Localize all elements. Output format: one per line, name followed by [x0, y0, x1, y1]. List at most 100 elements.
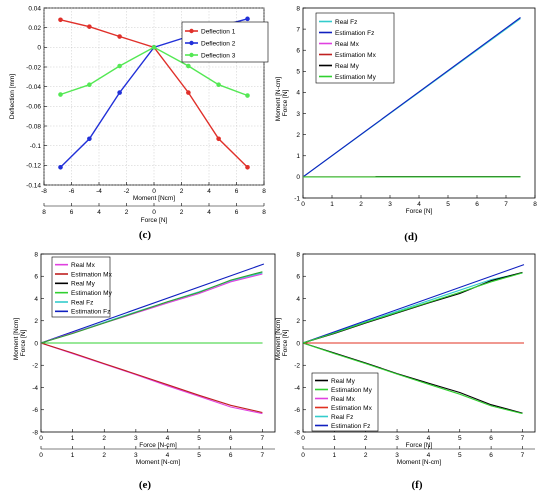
- x-tick-label: -8: [41, 188, 47, 195]
- panel-caption: (d): [404, 231, 418, 243]
- legend-label: Real Mx: [335, 41, 360, 48]
- y-tick-label: 8: [296, 5, 300, 12]
- x-tick-label: 7: [521, 435, 525, 442]
- x-tick-label: 2: [180, 188, 184, 195]
- secondary-x-tick-label: 2: [180, 209, 184, 216]
- legend-label: Deflection 2: [201, 40, 236, 47]
- x-tick-label: 0: [39, 435, 43, 442]
- secondary-x-tick-label: 4: [166, 452, 170, 459]
- x-tick-label: 0: [301, 435, 305, 442]
- y-axis-label: Force [N]: [282, 89, 289, 116]
- panel-caption: (e): [139, 479, 152, 491]
- x-tick-label: -6: [69, 188, 75, 195]
- series-point-deflection-3: [245, 93, 250, 98]
- x-tick-label: 8: [533, 201, 537, 208]
- secondary-x-tick-label: 6: [489, 452, 493, 459]
- secondary-x-tick-label: 3: [395, 452, 399, 459]
- x-tick-label: 7: [504, 201, 508, 208]
- x-tick-label: 7: [261, 435, 265, 442]
- series-point-deflection-3: [117, 63, 122, 69]
- x-tick-label: -2: [124, 188, 130, 195]
- legend-box: [311, 372, 379, 432]
- series-point-deflection-1: [186, 90, 191, 95]
- legend-marker: [189, 40, 194, 46]
- chart-panel-c: -8 -6 -4 -2 0 2 4 6 8 -0.14 -0.12 -0.1 -0.08 -0.06 -0.…: [9, 5, 269, 241]
- y-tick-label: 5: [296, 69, 300, 76]
- y-tick-label: -2: [294, 363, 300, 370]
- x-tick-label: 4: [207, 188, 211, 195]
- legend-label: Estimation Fz: [71, 309, 110, 316]
- y-axis-label-secondary: Moment [Ncm]: [13, 318, 20, 360]
- y-tick-label: -0.1: [30, 143, 42, 150]
- x-axis-label: Force [N]: [406, 208, 433, 215]
- series-point-deflection-1: [216, 136, 221, 142]
- y-tick-label: 0: [296, 174, 300, 181]
- series-line-estimation-fz: [303, 264, 525, 344]
- y-tick-label: 3: [296, 111, 300, 118]
- chart-panel-e: 0 1 2 3 4 5 6 7 -8 -6 -4 -2 0 2 4 6 8 Force [N-cm] Force […: [13, 251, 276, 491]
- legend-label: Estimation Fz: [331, 423, 370, 430]
- legend-label: Deflection 3: [201, 52, 236, 59]
- series-line-extra-series-7: [41, 271, 263, 344]
- legend-label: Estimation Mx: [335, 52, 377, 59]
- y-tick-label: 8: [296, 251, 300, 258]
- legend-box: [315, 12, 395, 84]
- series-point-deflection-3: [58, 92, 63, 97]
- y-tick-label: -6: [294, 407, 300, 414]
- y-tick-label: 0.04: [28, 5, 41, 12]
- legend-label: Real Mx: [331, 396, 356, 403]
- y-tick-label: -8: [32, 429, 38, 436]
- y-tick-label: 7: [296, 26, 300, 33]
- secondary-x-tick-label: 0: [152, 209, 156, 216]
- y-tick-label: -4: [32, 385, 38, 392]
- secondary-x-tick-label: 4: [427, 452, 431, 459]
- x-tick-label: 2: [359, 201, 363, 208]
- series-point-deflection-2: [245, 16, 250, 22]
- y-tick-label: -0.08: [26, 123, 41, 130]
- x-tick-label: 6: [475, 201, 479, 208]
- x-tick-label: 5: [197, 435, 201, 442]
- y-tick-label: -6: [32, 407, 38, 414]
- legend-marker: [189, 52, 194, 58]
- legend-label: Real My: [335, 63, 360, 70]
- secondary-x-tick-label: 2: [364, 452, 368, 459]
- x-tick-label: 6: [235, 188, 239, 195]
- series-line-real-my: [303, 342, 523, 414]
- y-tick-label: 1: [296, 153, 300, 160]
- secondary-x-tick-label: 1: [71, 452, 75, 459]
- series-line-real-mx: [41, 342, 263, 415]
- y-tick-label: 0: [34, 340, 38, 347]
- series-point-deflection-1: [58, 17, 63, 23]
- series-point-deflection-2: [87, 136, 92, 142]
- x-tick-label: 8: [262, 188, 266, 195]
- x-tick-label: 0: [301, 201, 305, 208]
- panel-caption: (c): [139, 229, 152, 241]
- panel-caption: (f): [412, 479, 423, 491]
- legend-label: Real Fz: [335, 19, 357, 26]
- legend-label: Real Fz: [331, 414, 353, 421]
- secondary-x-axis-label: Force [N]: [141, 217, 168, 224]
- x-tick-label: 5: [458, 435, 462, 442]
- y-axis-label: Force [N]: [282, 329, 289, 356]
- x-axis-label: Force [N]: [406, 442, 433, 449]
- secondary-x-axis-label: Moment [N-cm]: [397, 459, 442, 466]
- y-tick-label: 4: [296, 296, 300, 303]
- y-tick-label: 6: [296, 48, 300, 55]
- secondary-x-tick-label: 2: [102, 452, 106, 459]
- x-tick-label: 6: [229, 435, 233, 442]
- x-tick-label: 0: [152, 188, 156, 195]
- series-point-deflection-2: [117, 90, 122, 95]
- secondary-x-axis-label: Moment [N-cm]: [136, 459, 181, 466]
- legend-label: Estimation My: [331, 387, 373, 394]
- series-line-estimation-fz: [303, 17, 521, 178]
- series-line-real-fz: [303, 272, 523, 344]
- secondary-x-tick-label: 4: [97, 209, 101, 216]
- x-axis-label: Moment [Ncm]: [133, 195, 175, 202]
- secondary-x-tick-label: 7: [521, 452, 525, 459]
- x-tick-label: 2: [364, 435, 368, 442]
- legend-box: [51, 256, 111, 318]
- x-tick-label: 2: [102, 435, 106, 442]
